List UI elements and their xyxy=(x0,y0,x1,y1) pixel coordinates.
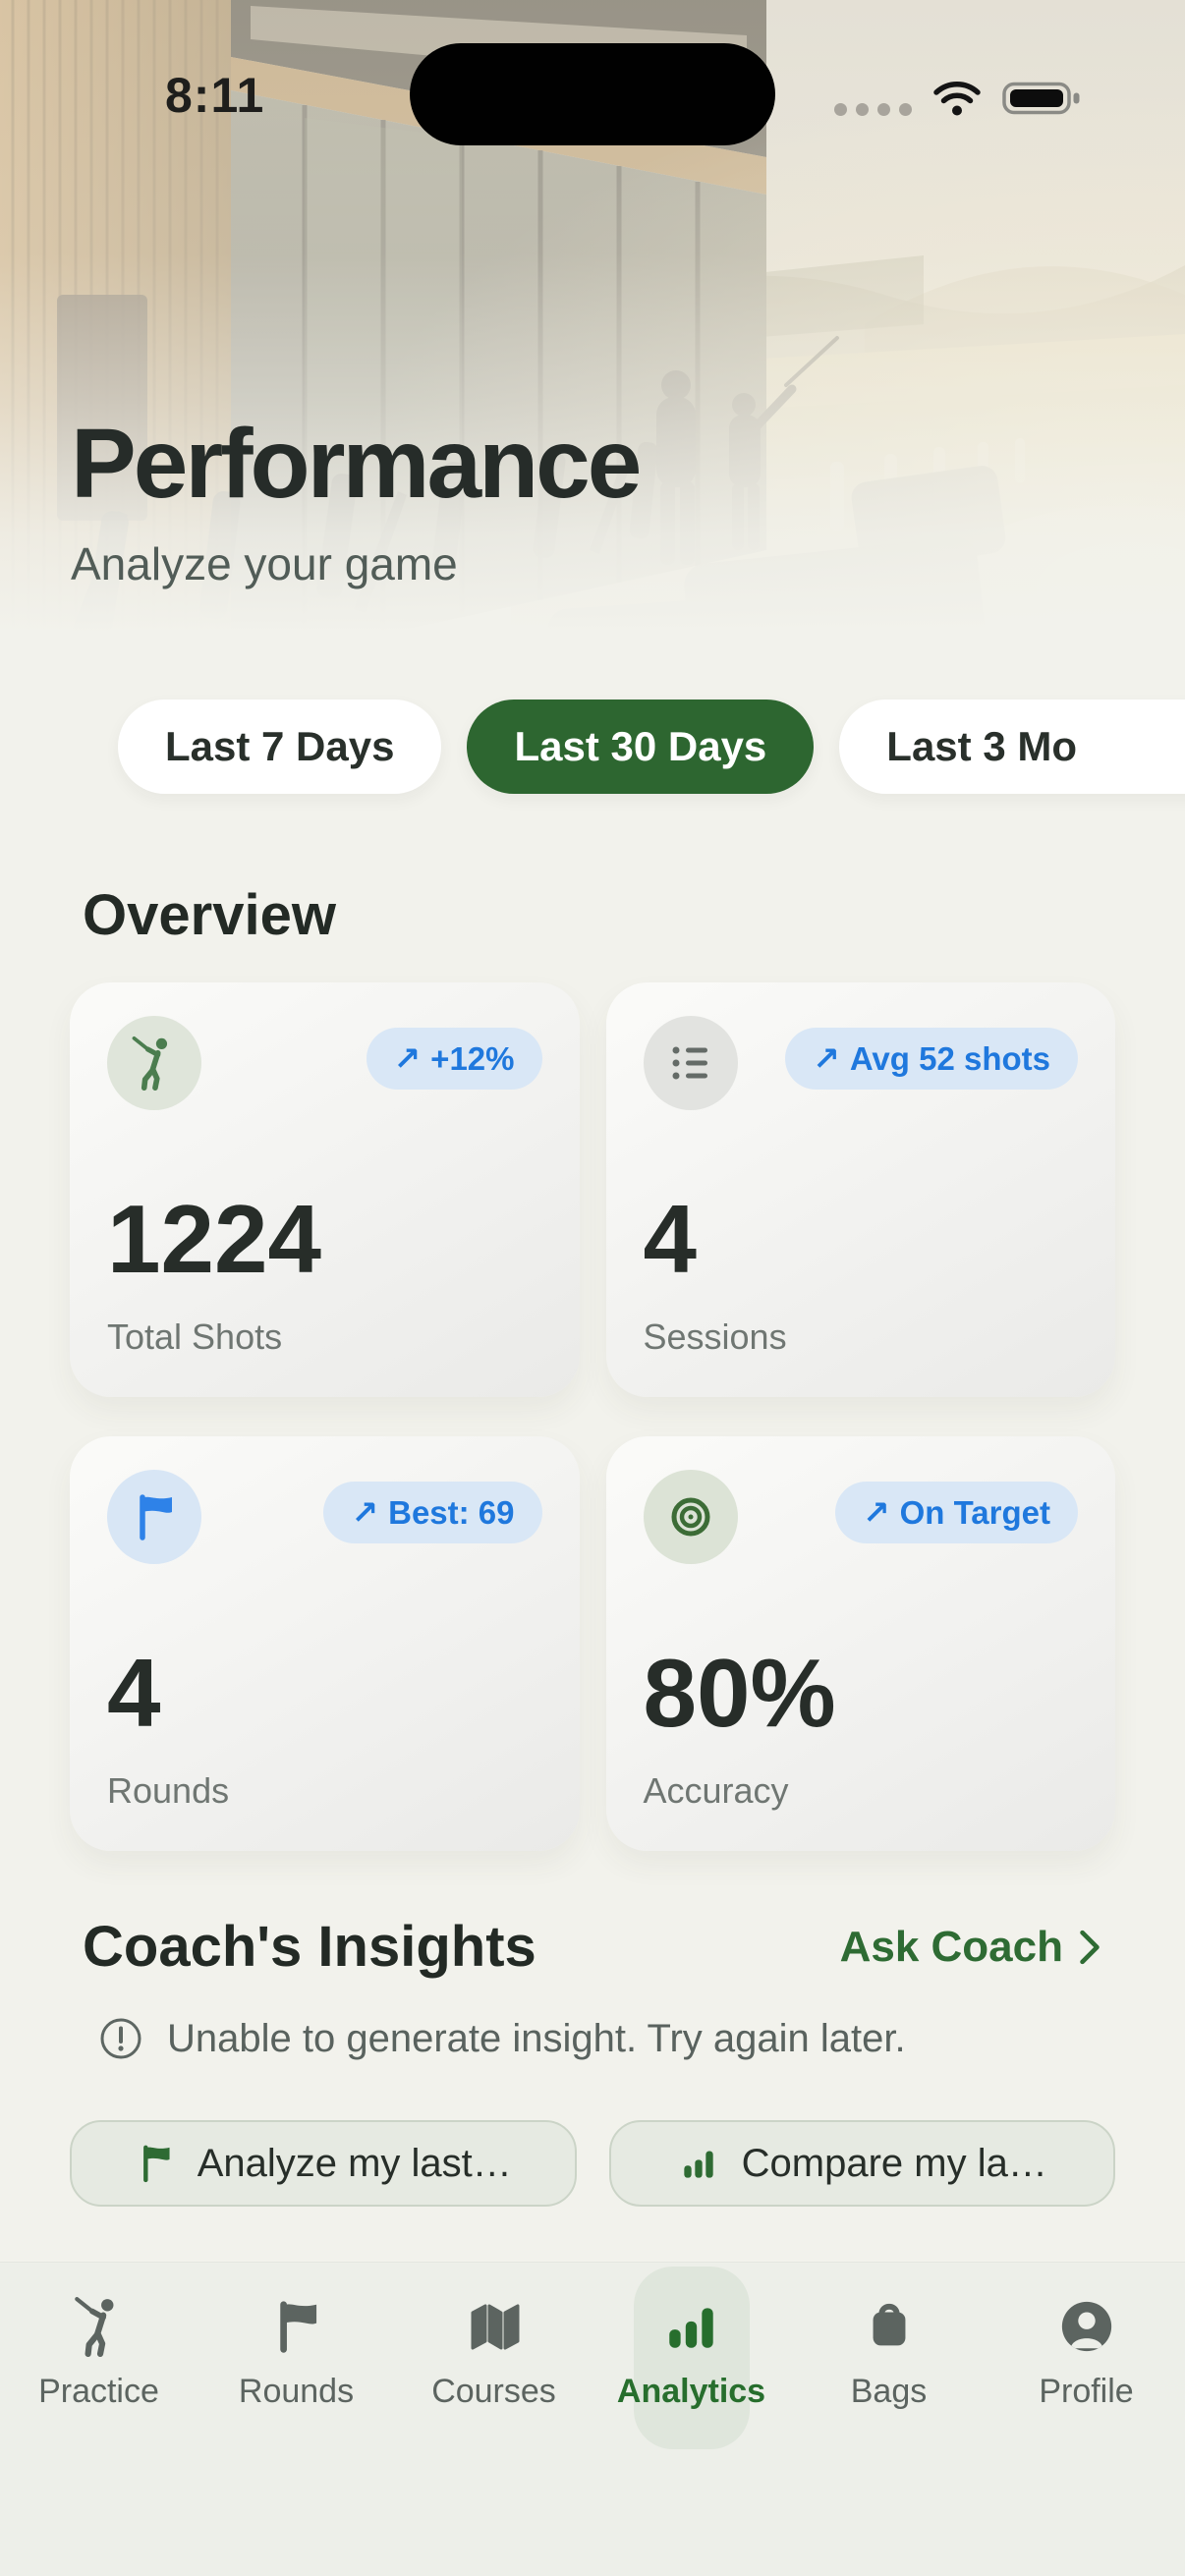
golfer-icon xyxy=(107,1016,201,1110)
tab-analytics[interactable]: Analytics xyxy=(592,2263,790,2449)
insight-message: Unable to generate insight. Try again la… xyxy=(167,2016,906,2060)
tab-label: Profile xyxy=(1039,2373,1134,2410)
stat-card-rounds: ↗ Best: 69 4 Rounds xyxy=(70,1436,580,1851)
stat-card-sessions: ↗ Avg 52 shots 4 Sessions xyxy=(605,982,1115,1397)
stat-value: 4 xyxy=(643,1185,698,1293)
cellular-signal-icon xyxy=(834,102,912,116)
status-icons xyxy=(834,73,1087,124)
person-icon xyxy=(1058,2294,1115,2359)
tab-label: Practice xyxy=(38,2373,159,2410)
page-title: Performance xyxy=(71,409,642,519)
stat-label: Accuracy xyxy=(643,1770,789,1811)
insight-actions: Analyze my last… Compare my la… xyxy=(70,2120,1115,2207)
page-header: Performance Analyze your game xyxy=(71,409,642,590)
arrow-up-right-icon: ↗ xyxy=(351,1494,379,1531)
analyze-last-session-button[interactable]: Analyze my last… xyxy=(70,2120,577,2207)
action-label: Compare my la… xyxy=(741,2141,1047,2185)
arrow-up-right-icon: ↗ xyxy=(813,1040,840,1077)
insights-header: Coach's Insights Ask Coach xyxy=(83,1914,1102,1980)
tab-label: Bags xyxy=(850,2373,928,2410)
wifi-icon xyxy=(933,82,981,116)
status-bar: 8:11 xyxy=(0,0,1185,147)
stat-card-accuracy: ↗ On Target 80% Accuracy xyxy=(605,1436,1115,1851)
insight-message-row: Unable to generate insight. Try again la… xyxy=(98,2016,906,2061)
golfer-icon xyxy=(69,2294,130,2359)
stat-label: Total Shots xyxy=(107,1316,283,1357)
tab-profile[interactable]: Profile xyxy=(988,2263,1185,2429)
badge-text: Avg 52 shots xyxy=(849,1039,1050,1077)
battery-icon xyxy=(1002,82,1080,115)
tab-label: Rounds xyxy=(238,2373,355,2410)
tab-practice[interactable]: Practice xyxy=(0,2263,198,2429)
badge-text: On Target xyxy=(899,1493,1050,1531)
flag-icon xyxy=(268,2294,325,2359)
badge-text: +12% xyxy=(430,1039,515,1077)
tab-label: Analytics xyxy=(616,2373,766,2410)
alert-circle-icon xyxy=(100,2018,141,2059)
action-label: Analyze my last… xyxy=(197,2141,512,2185)
chevron-right-icon xyxy=(1080,1930,1100,1964)
map-icon xyxy=(465,2294,524,2359)
page-subtitle: Analyze your game xyxy=(71,538,458,589)
status-time: 8:11 xyxy=(165,68,265,123)
active-tab-pill xyxy=(633,2267,750,2449)
trend-badge: ↗ Best: 69 xyxy=(323,1482,542,1543)
filter-last-7-days[interactable]: Last 7 Days xyxy=(118,700,442,794)
bar-chart-icon xyxy=(661,2294,722,2359)
stat-label: Sessions xyxy=(643,1316,787,1357)
stat-value: 4 xyxy=(107,1639,161,1747)
trend-badge: ↗ +12% xyxy=(366,1028,542,1090)
tab-label: Courses xyxy=(431,2373,556,2410)
flag-icon xyxy=(107,1470,201,1564)
badge-text: Best: 69 xyxy=(388,1493,515,1531)
arrow-up-right-icon: ↗ xyxy=(393,1040,422,1077)
stat-value: 80% xyxy=(643,1639,836,1747)
arrow-up-right-icon: ↗ xyxy=(862,1494,890,1531)
flag-icon xyxy=(142,2145,170,2183)
tab-bags[interactable]: Bags xyxy=(790,2263,988,2429)
tab-bar: Practice Rounds xyxy=(0,2262,1185,2576)
overview-heading: Overview xyxy=(83,883,336,947)
filter-last-3-months[interactable]: Last 3 Mo xyxy=(839,700,1185,794)
dynamic-island xyxy=(410,43,775,145)
time-filter-row: Last 7 Days Last 30 Days Last 3 Mo xyxy=(0,700,1185,794)
ask-coach-link[interactable]: Ask Coach xyxy=(840,1923,1102,1972)
stat-value: 1224 xyxy=(107,1185,322,1293)
insights-heading: Coach's Insights xyxy=(83,1915,536,1979)
trend-badge: ↗ On Target xyxy=(834,1482,1078,1543)
golf-bag-icon xyxy=(861,2294,918,2359)
tab-courses[interactable]: Courses xyxy=(395,2263,592,2429)
trend-badge: ↗ Avg 52 shots xyxy=(785,1028,1078,1090)
stat-label: Rounds xyxy=(107,1770,230,1811)
filter-last-30-days[interactable]: Last 30 Days xyxy=(467,700,815,794)
tab-rounds[interactable]: Rounds xyxy=(198,2263,395,2429)
ask-coach-label: Ask Coach xyxy=(839,1922,1063,1971)
list-icon xyxy=(643,1016,738,1110)
bar-chart-icon xyxy=(683,2151,713,2178)
stat-card-total-shots: ↗ +12% 1224 Total Shots xyxy=(70,982,580,1397)
overview-cards: ↗ +12% 1224 Total Shots ↗ Avg 52 sho xyxy=(70,982,1115,1851)
compare-last-sessions-button[interactable]: Compare my la… xyxy=(608,2120,1115,2207)
target-icon xyxy=(643,1470,738,1564)
